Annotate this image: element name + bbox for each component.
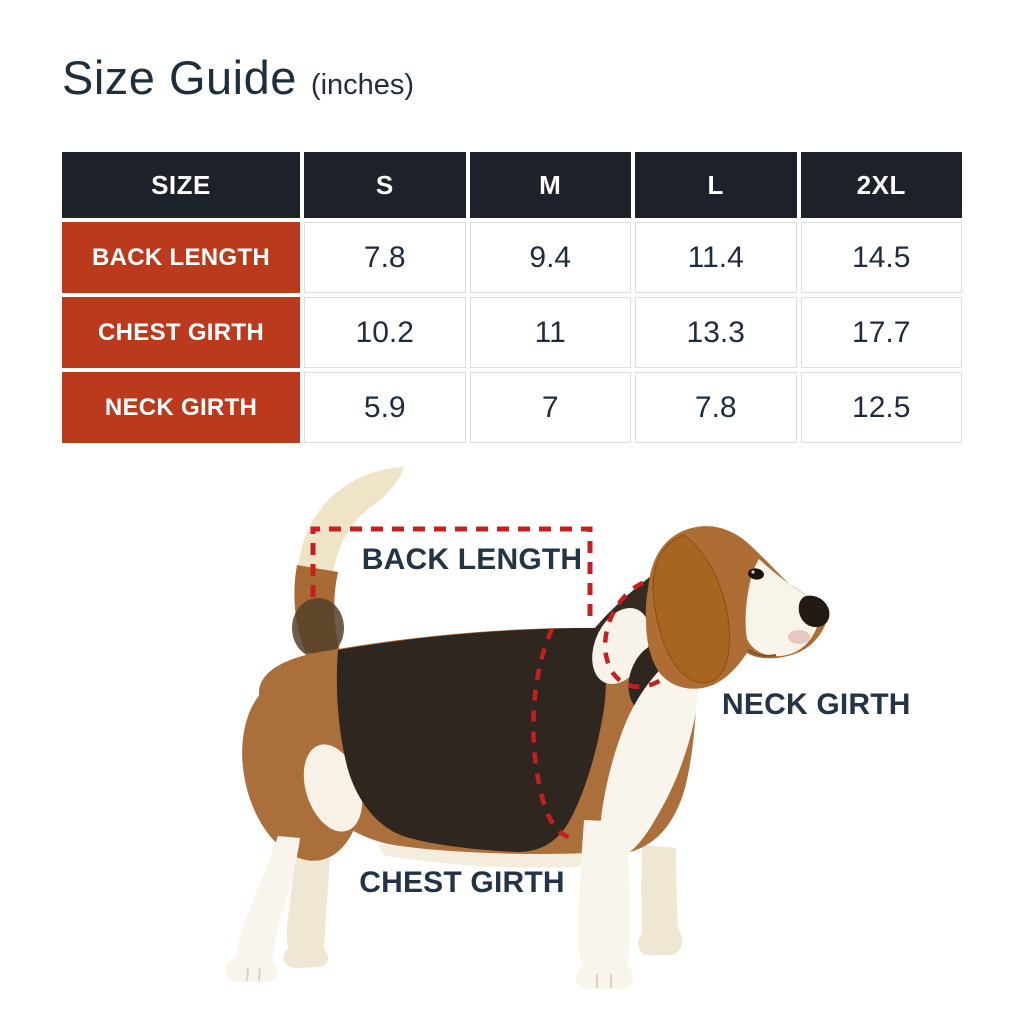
row-label-back-length: BACK LENGTH [62,222,300,293]
cell-neck-girth-2xl: 12.5 [800,372,962,443]
cell-chest-girth-l: 13.3 [635,297,797,368]
chest-girth-measure-arc [531,628,571,840]
col-header-l: L [635,152,797,218]
cell-neck-girth-l: 7.8 [635,372,797,443]
near-front-leg [575,820,634,989]
ear [652,535,731,684]
page-title-text: Size Guide [62,51,297,104]
row-label-chest-girth: CHEST GIRTH [62,297,300,368]
cell-neck-girth-s: 5.9 [304,372,466,443]
cell-back-length-l: 11.4 [635,222,797,293]
nose [798,595,830,628]
col-header-size: SIZE [62,152,300,218]
page-title: Size Guide (inches) [62,50,414,105]
cell-chest-girth-m: 11 [469,297,631,368]
chest-girth-label: CHEST GIRTH [359,866,565,899]
cell-back-length-2xl: 14.5 [800,222,962,293]
neck-girth-label: NECK GIRTH [722,688,911,721]
cell-chest-girth-s: 10.2 [304,297,466,368]
cell-back-length-m: 9.4 [469,222,631,293]
back-length-label: BACK LENGTH [361,543,583,576]
far-front-leg [638,845,683,955]
beagle-head [645,526,830,689]
cell-chest-girth-2xl: 17.7 [800,297,962,368]
near-rear-leg [225,836,300,982]
page-title-unit: (inches) [310,69,415,101]
cell-back-length-s: 7.8 [304,222,466,293]
size-table: SIZE S M L 2XL BACK LENGTH 7.8 9.4 11.4 … [62,152,962,443]
row-label-neck-girth: NECK GIRTH [62,372,300,443]
col-header-2xl: 2XL [800,152,962,218]
col-header-s: S [304,152,466,218]
far-rear-leg [283,840,330,968]
col-header-m: M [469,152,631,218]
back-length-measure-line [310,526,593,617]
cell-neck-girth-m: 7 [469,372,631,443]
